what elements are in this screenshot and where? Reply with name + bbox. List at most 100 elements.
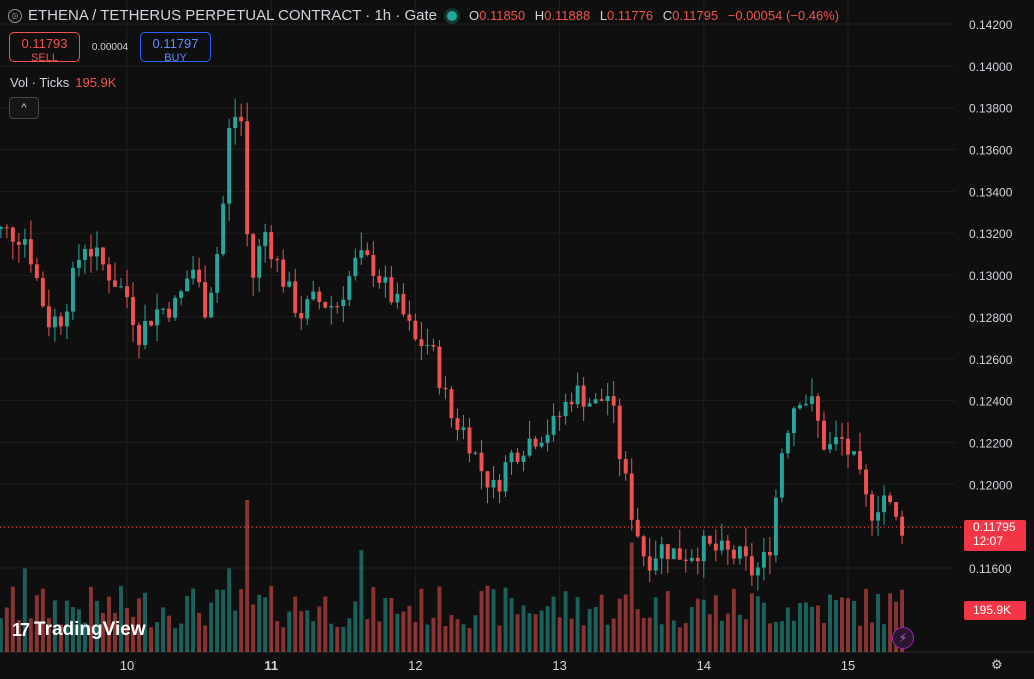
volume-bar bbox=[203, 625, 208, 652]
volume-bar bbox=[341, 627, 346, 652]
candle-body bbox=[173, 297, 178, 318]
candle-body bbox=[70, 267, 75, 312]
volume-bar bbox=[605, 624, 610, 652]
sell-button[interactable]: 0.11793 SELL bbox=[9, 32, 80, 64]
candle-body bbox=[287, 281, 292, 287]
candle-body bbox=[864, 469, 868, 495]
volume-bar bbox=[305, 610, 310, 652]
candle-body bbox=[16, 241, 21, 245]
volume-bar bbox=[137, 598, 141, 652]
candle-body bbox=[569, 401, 574, 405]
volume-bar bbox=[816, 605, 820, 652]
volume-bar bbox=[46, 618, 51, 652]
price-change: −0.00054 (−0.46%) bbox=[727, 8, 840, 23]
candle-body bbox=[22, 239, 27, 245]
candle-body bbox=[894, 502, 899, 517]
volume-bar bbox=[593, 607, 598, 652]
volume-bar bbox=[377, 621, 382, 652]
volume-bar bbox=[251, 604, 256, 652]
chart-header: ◎ ETHENA / TETHERUS PERPETUAL CONTRACT ·… bbox=[8, 7, 845, 24]
volume-bar bbox=[359, 550, 364, 652]
candle-body bbox=[503, 462, 508, 492]
volume-bar bbox=[647, 617, 652, 652]
candle-body bbox=[888, 495, 893, 503]
volume-bar bbox=[623, 594, 628, 652]
chevron-up-icon[interactable]: ^ bbox=[9, 97, 39, 119]
symbol-title[interactable]: ETHENA / TETHERUS PERPETUAL CONTRACT · 1… bbox=[28, 7, 437, 24]
candle-body bbox=[731, 549, 736, 559]
candle-body bbox=[701, 535, 706, 562]
volume-bar bbox=[197, 612, 202, 652]
volume-bar bbox=[641, 618, 646, 652]
volume-bar bbox=[443, 626, 448, 652]
candle-body bbox=[293, 281, 298, 314]
volume-bar bbox=[155, 622, 159, 652]
volume-bar bbox=[293, 596, 298, 652]
candle-body bbox=[353, 257, 358, 277]
candle-body bbox=[155, 309, 159, 326]
candle-body bbox=[761, 551, 766, 568]
candle-body bbox=[46, 306, 51, 328]
candle-body bbox=[617, 405, 622, 459]
candle-body bbox=[545, 434, 550, 443]
volume-bar bbox=[221, 589, 226, 652]
volume-bar bbox=[695, 598, 700, 652]
candle-body bbox=[605, 396, 610, 401]
volume-bar bbox=[834, 600, 838, 652]
candle-body bbox=[809, 396, 814, 404]
volume-bar bbox=[900, 589, 905, 652]
volume-bar bbox=[767, 623, 772, 652]
volume-bar bbox=[803, 602, 808, 652]
volume-bar bbox=[575, 597, 580, 652]
price-tick-label: 0.13400 bbox=[969, 185, 1013, 199]
volume-bar bbox=[894, 601, 899, 652]
time-axis: 10 11 12 13 14 15 bbox=[120, 658, 855, 673]
volume-bar bbox=[227, 568, 232, 652]
volume-legend[interactable]: Vol · Ticks 195.9K bbox=[10, 75, 117, 90]
candle-body bbox=[803, 403, 808, 406]
candle-body bbox=[858, 451, 862, 470]
candle-body bbox=[413, 320, 418, 340]
volume-bar bbox=[113, 612, 117, 652]
volume-bar bbox=[425, 624, 430, 652]
volume-bar bbox=[773, 621, 778, 652]
volume-bar bbox=[503, 587, 508, 652]
volume-bar bbox=[870, 622, 874, 652]
candle-body bbox=[329, 306, 334, 308]
candle-body bbox=[870, 494, 874, 521]
market-status-icon bbox=[446, 10, 457, 21]
candle-body bbox=[263, 232, 268, 247]
volume-bar bbox=[731, 588, 736, 652]
candle-body bbox=[101, 247, 105, 265]
candle-body bbox=[149, 321, 153, 326]
volume-bar bbox=[311, 621, 316, 652]
candle-body bbox=[58, 316, 63, 327]
volume-bar bbox=[281, 627, 286, 652]
volume-bar bbox=[407, 605, 412, 652]
candle-body bbox=[257, 246, 262, 278]
candle-body bbox=[161, 308, 166, 310]
volume-bar bbox=[846, 598, 850, 652]
tradingview-logo[interactable]: 17 TradingView bbox=[12, 619, 146, 640]
volume-bar bbox=[395, 613, 400, 652]
candle-body bbox=[641, 536, 646, 557]
candle-body bbox=[623, 458, 628, 474]
volume-bar bbox=[449, 615, 454, 652]
candle-body bbox=[82, 249, 87, 260]
volume-bar bbox=[347, 618, 352, 652]
candle-body bbox=[95, 247, 99, 257]
candle-body bbox=[10, 227, 15, 242]
candle-body bbox=[852, 451, 856, 455]
volume-bar bbox=[365, 619, 370, 652]
buy-button[interactable]: 0.11797 BUY bbox=[140, 32, 211, 64]
candle-body bbox=[437, 346, 442, 388]
volume-bar bbox=[491, 589, 496, 652]
volume-bar bbox=[95, 600, 99, 652]
gear-icon[interactable]: ⚙ bbox=[991, 657, 1003, 672]
candle-body bbox=[251, 234, 256, 278]
candle-body bbox=[107, 264, 111, 281]
currency-icon[interactable]: ◎ bbox=[8, 8, 22, 23]
lightning-icon[interactable]: ⚡ bbox=[892, 627, 914, 649]
candle-body bbox=[491, 479, 496, 488]
